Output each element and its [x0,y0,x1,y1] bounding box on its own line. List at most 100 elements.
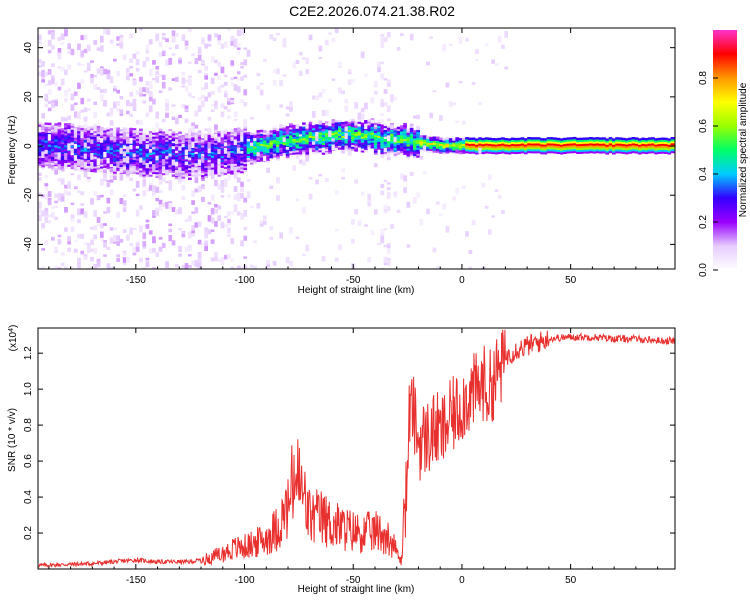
spectrogram-noise [113,227,117,230]
spectrogram-noise [227,115,231,119]
spectrogram-noise [295,60,300,64]
spectrogram-noise [357,123,362,127]
spectrogram-noise [289,260,293,267]
spectrogram-noise [64,98,68,102]
spectrogram-noise [201,61,205,64]
spectrogram-noise [116,254,120,258]
spectrogram-cell [272,133,277,136]
spectrogram-noise [393,191,398,197]
spectrogram-noise [295,198,300,202]
spectrogram-cell [514,139,518,143]
spectrogram-cell [448,146,453,149]
spectrogram-cell [615,149,619,152]
spectrogram-cell [214,164,218,167]
spectrogram-cell [370,132,375,135]
spectrogram-noise [184,86,189,93]
spectrogram-noise [73,127,78,134]
spectrogram-cell [165,161,169,164]
spectrogram-cell [194,144,199,147]
spectrogram-noise [325,152,329,155]
spectrogram-cell [38,124,42,127]
spectrogram-noise [210,103,215,107]
spectrogram-noise [135,59,140,66]
spectrogram-cell [201,147,205,150]
spectrogram-cell [44,154,49,157]
spectrogram-cell [119,166,124,169]
spectrogram-cell [129,143,133,146]
spectrogram-noise [47,107,52,112]
spectrogram-cell [246,155,251,158]
spectrogram-cell [406,134,411,137]
spectrogram-noise [197,239,202,245]
spectrogram-cell [285,126,290,129]
spectrogram-cell [220,173,225,176]
spectrogram-cell [625,148,629,151]
spectrogram-cell [576,149,580,152]
spectrogram-noise [93,191,98,196]
spectrogram-cell [155,161,160,165]
spectrogram-cell [233,145,238,149]
spectrogram-cell [621,137,626,141]
spectrogram-noise [380,119,385,124]
spectrogram-cell [223,170,228,173]
spectrogram-cell [285,136,290,139]
spectrogram-cell [243,151,248,155]
spectrogram-cell [139,128,143,131]
spectrogram-cell [100,162,104,165]
spectrogram-cell [47,140,52,143]
spectrogram-noise [41,223,45,229]
spectrogram-cell [181,140,186,144]
spectrogram-noise [51,45,55,50]
spectrogram-cell [217,135,222,138]
spectrogram-noise [64,69,68,76]
spectrogram-cell [90,169,94,173]
spectrogram-cell [230,172,235,175]
spectrogram-noise [468,266,473,269]
spectrogram-cell [113,157,117,160]
spectrogram-noise [103,151,107,158]
spectrogram-cell [44,146,49,149]
spectrogram-noise [145,80,150,86]
spectrogram-noise [80,50,85,57]
spectrogram-cell [269,130,274,133]
spectrogram-cell [171,166,176,169]
spectrogram-cell [347,143,352,146]
spectrogram-cell [279,139,283,143]
spectrogram-cell [122,150,127,153]
spectrogram-cell [214,148,218,151]
spectrogram-cell [325,123,329,126]
spectrogram-cell [126,173,130,176]
spectrogram-cell [272,125,277,129]
spectrogram-noise [250,142,254,146]
spectrogram-cell [628,151,632,154]
spectrogram-cell [442,142,447,145]
spectrogram-cell [158,136,163,140]
spectrogram-cell [135,132,140,135]
spectrogram-cell [295,148,300,151]
spectrogram-cell [168,133,173,136]
spectrogram-cell [615,141,619,144]
spectrogram-noise [90,74,94,79]
spectrogram-noise [100,35,104,43]
spectrogram-cell [419,147,424,150]
spectrogram-cell [657,143,662,147]
spectrogram-noise [302,253,306,257]
spectrogram-cell [422,143,427,146]
spectrogram-noise [60,78,65,81]
spectrogram-noise [279,104,283,108]
spectrogram-noise [178,253,182,257]
spectrogram-cell [546,146,551,150]
spectrogram-cell [204,153,208,157]
spectrogram-cell [77,148,81,151]
spectrogram-cell [132,143,137,147]
spectrogram-cell [269,148,274,151]
spectrogram-cell [657,145,662,148]
spectrogram-noise [139,136,143,144]
x-tick-label: 50 [565,275,577,286]
spectrogram-cell [204,142,208,145]
spectrogram-cell [168,162,173,166]
spectrogram-cell [207,140,212,143]
spectrogram-cell [461,141,466,144]
spectrogram-noise [259,89,264,96]
spectrogram-noise [491,59,495,64]
